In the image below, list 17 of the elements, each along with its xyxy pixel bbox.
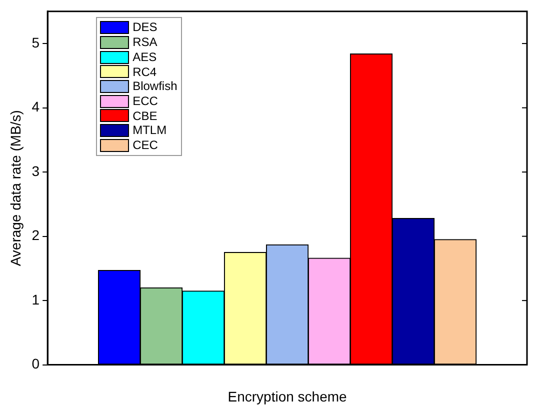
y-tick-label: 4 xyxy=(32,98,40,115)
legend-label: RC4 xyxy=(132,64,157,80)
y-axis-title: Average data rate (MB/s) xyxy=(7,110,24,266)
y-tick-label: 3 xyxy=(32,162,40,179)
legend-label: Blowfish xyxy=(132,79,178,94)
legend-label: ECC xyxy=(132,94,158,109)
legend-label: MTLM xyxy=(132,123,167,138)
y-tick-label: 2 xyxy=(32,227,40,244)
legend-label: DES xyxy=(132,20,158,36)
y-tick-label: 1 xyxy=(32,291,40,308)
legend-label: RSA xyxy=(132,35,158,50)
y-tick-label: 0 xyxy=(32,356,40,372)
y-tick-label: 5 xyxy=(32,34,40,50)
legend-label: CBE xyxy=(132,108,158,124)
legend-label: CEC xyxy=(132,138,158,153)
legend-label: AES xyxy=(132,50,157,64)
x-axis-title: Encryption scheme xyxy=(228,388,348,404)
